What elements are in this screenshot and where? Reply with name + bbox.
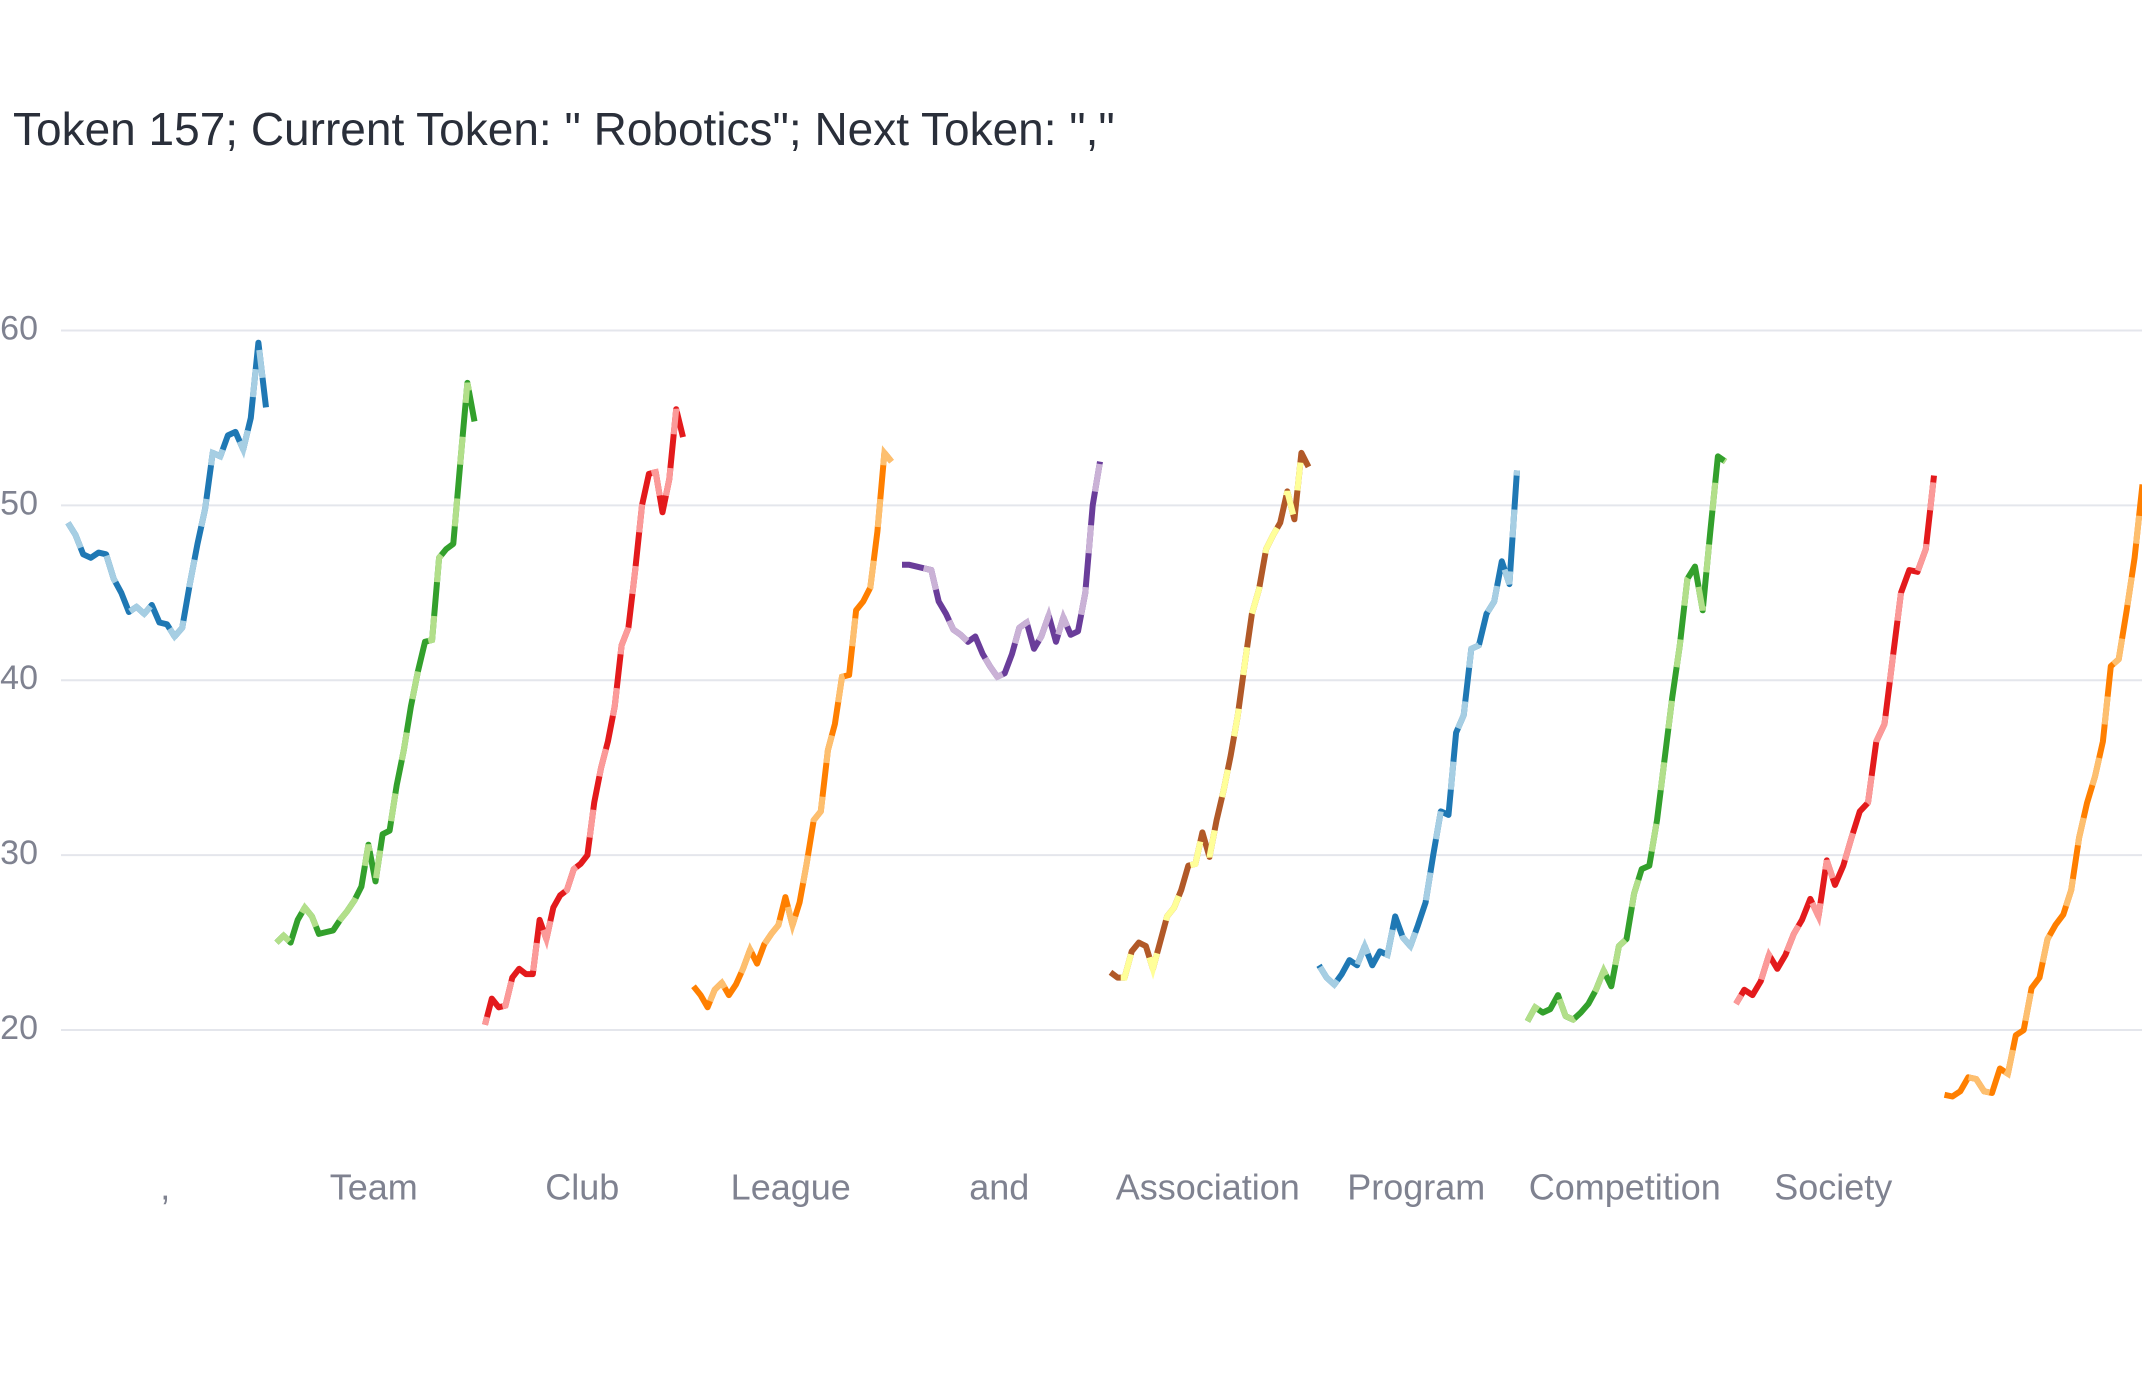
series-line — [1943, 484, 2142, 1100]
x-tick-label: Program — [1347, 1167, 1485, 1208]
x-tick-label: Society — [1774, 1167, 1892, 1208]
series-line — [274, 379, 478, 946]
series-line — [482, 406, 686, 1026]
x-tick-label: Club — [545, 1167, 619, 1208]
series-line-highlight — [691, 445, 894, 1015]
y-tick-label: 50 — [0, 484, 38, 522]
series-line-highlight — [1108, 442, 1312, 981]
series-line-highlight — [1733, 475, 1937, 1006]
y-tick-label: 20 — [0, 1009, 38, 1047]
series-line — [1733, 475, 1937, 1006]
series-line-highlight — [65, 342, 269, 642]
series-line — [1316, 470, 1520, 988]
series-line — [65, 339, 269, 640]
series-line-highlight — [1524, 451, 1728, 1024]
y-tick-label: 40 — [0, 659, 38, 697]
series-line-highlight — [1316, 470, 1520, 990]
y-tick-label: 60 — [0, 309, 38, 347]
series-line-highlight — [1943, 484, 2142, 1100]
x-tick-label: Competition — [1529, 1167, 1721, 1208]
series-line-highlight — [482, 408, 686, 1026]
series-line-highlight — [902, 461, 1103, 681]
series-line — [1108, 449, 1312, 981]
x-tick-label: League — [731, 1167, 851, 1208]
x-tick-label: , — [160, 1167, 170, 1208]
x-tick-label: Team — [330, 1167, 418, 1208]
chart-title: Token 157; Current Token: " Robotics"; N… — [13, 103, 1115, 155]
series-line — [1524, 453, 1728, 1023]
series-line-highlight — [274, 382, 478, 949]
x-tick-label: Association — [1116, 1167, 1300, 1208]
y-tick-label: 30 — [0, 834, 38, 872]
x-tick-label: and — [969, 1167, 1029, 1208]
